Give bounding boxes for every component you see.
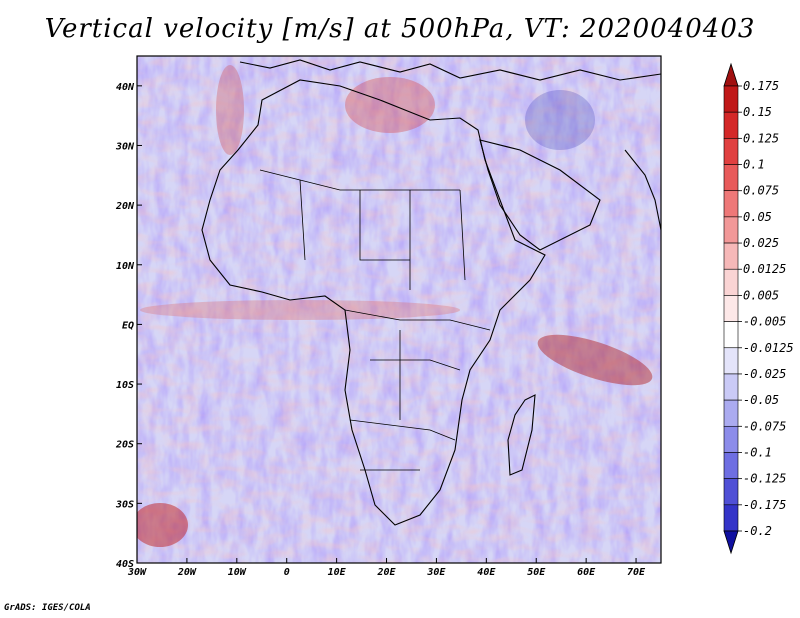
colorbar-label: 0.15 — [743, 105, 772, 119]
lon-tick-label: 30E — [426, 567, 446, 578]
colorbar-top-arrow — [723, 62, 739, 87]
lat-tick-label: 30S — [115, 499, 134, 510]
lon-tick-label: 10E — [328, 567, 347, 578]
colorbar-label: -0.05 — [743, 393, 779, 407]
colorbar-label: 0.0125 — [743, 262, 786, 276]
colorbar-swatch — [723, 425, 739, 453]
colorbar-swatch — [723, 85, 739, 113]
colorbar-label: -0.005 — [743, 315, 786, 329]
lat-tick-label: EQ — [122, 320, 134, 331]
colorbar-swatch — [723, 295, 739, 322]
colorbar-swatch — [723, 478, 739, 506]
madagascar — [507, 394, 536, 476]
colorbar-label: -0.2 — [743, 524, 772, 538]
arabian-peninsula — [479, 139, 601, 251]
colorbar-label: -0.1 — [743, 445, 772, 459]
lon-tick-label: 40E — [477, 567, 496, 578]
colorbar-swatch — [723, 504, 739, 532]
colorbar-label: -0.025 — [743, 367, 786, 381]
colorbar-swatch — [723, 138, 739, 165]
lat-tick-label: 10N — [116, 261, 135, 272]
europe-coast — [239, 59, 661, 81]
lat-tick-label: 30N — [115, 141, 135, 152]
colorbar-label: -0.0125 — [743, 341, 794, 355]
india-coast — [624, 149, 661, 231]
colorbar-bottom-arrow — [723, 530, 739, 555]
velocity-field — [137, 56, 661, 563]
grads-credit: GrADS: IGES/COLA — [4, 603, 91, 613]
lat-tick-label: 10S — [116, 380, 134, 391]
colorbar-label: -0.075 — [743, 419, 786, 433]
colorbar-swatch — [723, 268, 739, 296]
colorbar-swatch — [723, 373, 739, 401]
lon-tick-label: 70E — [627, 567, 646, 578]
colorbar-swatch — [723, 190, 739, 218]
colorbar-label: -0.125 — [743, 472, 786, 486]
lon-tick-label: 30W — [127, 567, 147, 578]
colorbar-swatch — [723, 399, 739, 427]
colorbar-label: 0.125 — [743, 131, 779, 145]
lon-tick-label: 50E — [527, 567, 546, 578]
lon-tick-label: 20E — [376, 567, 396, 578]
lon-axis: 30W 20W 10W 0 10E 20E 30E 40E 50E 60E 70E — [127, 558, 646, 578]
colorbar-label: 0.025 — [743, 236, 779, 250]
lon-tick-label: 60E — [577, 567, 596, 578]
map-title: Vertical velocity [m/s] at 500hPa, VT: 2… — [44, 14, 756, 44]
colorbar-swatch — [723, 321, 739, 349]
colorbar: 0.175 0.15 0.125 0.1 0.075 0.05 0.025 0.0125 0.0… — [723, 62, 794, 555]
colorbar-swatch — [723, 111, 739, 139]
colorbar-swatch — [723, 164, 739, 192]
coastlines — [201, 59, 661, 526]
lon-tick-label: 0 — [284, 567, 290, 578]
plot-frame — [136, 55, 662, 564]
lon-tick-label: 20W — [177, 567, 197, 578]
colorbar-label: 0.005 — [743, 288, 779, 302]
lat-tick-label: 20N — [115, 201, 135, 212]
lon-tick-label: 10W — [228, 567, 247, 578]
colorbar-swatch — [723, 216, 739, 244]
colorbar-label: 0.075 — [743, 184, 779, 198]
lat-tick-label: 40N — [116, 82, 135, 93]
colorbar-swatch — [723, 347, 739, 375]
colorbar-label: 0.175 — [743, 79, 779, 93]
lat-tick-label: 40S — [116, 559, 134, 570]
lat-axis: 40N 30N 20N 10N EQ 10S 20S 30S 40S — [115, 82, 142, 570]
lat-tick-label: 20S — [115, 440, 134, 451]
internal-borders — [259, 169, 491, 471]
colorbar-label: -0.175 — [743, 498, 786, 512]
colorbar-label: 0.05 — [743, 210, 772, 224]
africa-coastline — [201, 79, 546, 526]
colorbar-label: 0.1 — [743, 158, 765, 172]
colorbar-swatch — [723, 452, 739, 479]
colorbar-swatch — [723, 242, 739, 270]
